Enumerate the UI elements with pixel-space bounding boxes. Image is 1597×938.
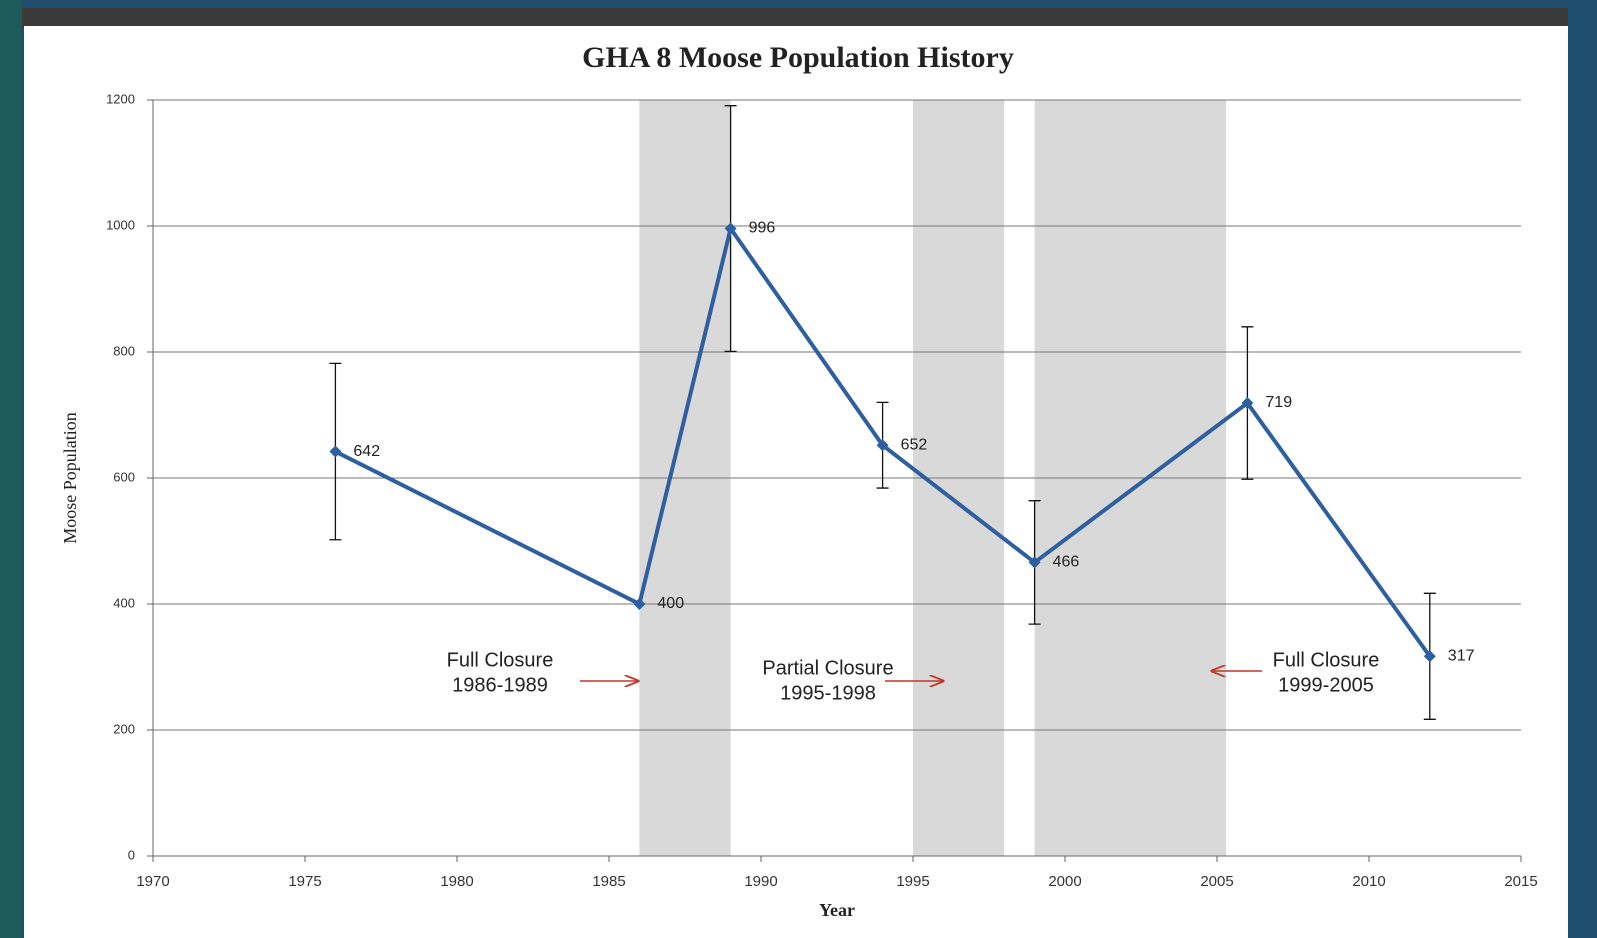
annotation: Full Closure [1273,649,1380,671]
x-tick-label: 1985 [592,873,625,890]
point [1241,397,1254,410]
y-tick-label: 400 [113,595,135,610]
x-tick-label: 1975 [288,873,321,890]
data-label: 642 [353,443,380,460]
y-tick-label: 0 [128,847,135,862]
point [633,598,646,610]
x-axis-label: Year [819,900,855,920]
data-label: 466 [1053,554,1080,571]
annotation: 1995-1998 [780,682,876,704]
point [1028,556,1041,569]
y-tick-label: 600 [113,469,135,484]
x-tick-label: 1990 [744,873,777,890]
data-label: 652 [901,436,928,453]
plot: 642 400 996 652 466 719 317 Full Closure 1986-19… [329,105,1475,720]
x-tick-label: 2015 [1504,873,1537,890]
point [724,222,737,235]
x-tick-label: 2000 [1048,873,1081,890]
data-label: 996 [749,220,776,237]
annotation: Full Closure [447,649,554,671]
point [329,445,342,458]
y-tick-label: 1000 [106,217,135,232]
x-tick-label: 1995 [896,873,929,890]
annotation: 1999-2005 [1278,674,1374,696]
y-tick-label: 1200 [106,91,135,106]
chart-area [24,26,1568,938]
top-bar [22,8,1568,28]
data-label: 400 [657,595,684,612]
annotation: 1986-1989 [452,674,548,696]
data-label: 719 [1265,394,1292,411]
y-tick-label: 800 [113,343,135,358]
x-tick-label: 1970 [136,873,169,890]
left-edge [0,0,22,938]
annotation: Partial Closure [762,657,893,679]
y-tick-label: 200 [113,721,135,736]
point [876,439,889,452]
data-label: 317 [1448,648,1475,665]
chart-title: GHA 8 Moose Population History [582,41,1014,74]
y-axis-label: Moose Population [60,412,80,544]
x-tick-label: 2010 [1352,873,1385,890]
point [1423,650,1436,663]
x-tick-label: 2005 [1200,873,1233,890]
x-tick-label: 1980 [440,873,473,890]
